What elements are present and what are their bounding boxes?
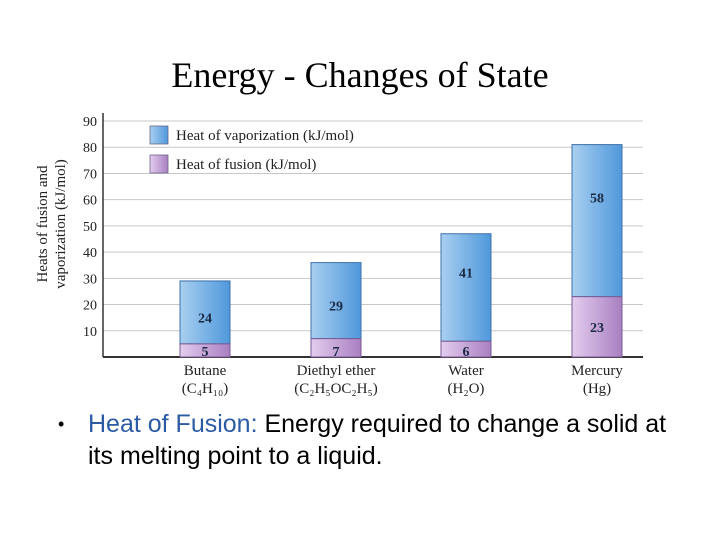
value-label-vaporization-diethyl-ether: 29 [329, 300, 343, 315]
y-tick-label-90: 90 [83, 115, 97, 130]
category-formula-water: (H₂O) [448, 381, 485, 397]
y-tick-label-20: 20 [83, 299, 97, 314]
value-label-vaporization-water: 41 [459, 267, 473, 282]
bullet-term: Heat of Fusion: [88, 410, 258, 438]
value-label-vaporization-butane: 24 [198, 311, 212, 326]
value-label-fusion-diethyl-ether: 7 [333, 345, 340, 360]
bar-vaporization-diethyl-ether [310, 262, 362, 340]
y-tick-label-40: 40 [83, 246, 97, 261]
legend-vaporization-swatch [149, 125, 169, 145]
category-formula-butane: (C₄H₁₀) [182, 381, 229, 397]
value-label-vaporization-mercury: 58 [590, 192, 604, 207]
category-label-diethyl-ether: Diethyl ether [297, 363, 376, 379]
y-tick-label-30: 30 [83, 272, 97, 287]
category-label-butane: Butane [184, 363, 227, 379]
y-tick-label-80: 80 [83, 141, 97, 156]
bullet-definition: Energy required to change a solid at its… [88, 410, 667, 470]
legend-fusion-label: Heat of fusion (kJ/mol) [176, 157, 316, 173]
bullet-point: • Heat of Fusion: Energy required to cha… [58, 408, 698, 472]
bullet-marker: • [58, 414, 65, 434]
category-label-mercury: Mercury [571, 363, 623, 379]
y-axis-label-line-1: Heats of fusion and [35, 165, 51, 283]
bullet-text: Heat of Fusion: Energy required to chang… [58, 408, 698, 472]
y-tick-label-70: 70 [83, 167, 97, 182]
category-formula-diethyl-ether: (C₂H₅OC₂H₅) [294, 381, 377, 397]
bar-fusion-water [440, 340, 492, 358]
slide-title: Energy - Changes of State [171, 55, 549, 95]
value-label-fusion-water: 6 [463, 345, 470, 360]
y-tick-label-50: 50 [83, 220, 97, 235]
bar-fusion-mercury [571, 296, 623, 358]
bar-fusion-diethyl-ether [310, 338, 362, 358]
value-label-fusion-butane: 5 [202, 345, 209, 360]
y-tick-label-60: 60 [83, 194, 97, 209]
bar-chart: 10 20 30 40 50 60 70 80 90 Heats of fusion and vap… [35, 113, 643, 397]
y-tick-label-10: 10 [83, 325, 97, 340]
bar-vaporization-butane [179, 280, 231, 345]
y-axis-label-line-2: vaporization (kJ/mol) [53, 159, 69, 289]
bar-vaporization-water [440, 233, 492, 342]
bar-vaporization-mercury [571, 144, 623, 298]
category-label-water: Water [448, 363, 483, 379]
legend-fusion-swatch [149, 154, 169, 174]
value-label-fusion-mercury: 23 [590, 321, 604, 336]
bar-fusion-butane [179, 343, 231, 358]
category-formula-mercury: (Hg) [583, 381, 611, 397]
legend-vaporization-label: Heat of vaporization (kJ/mol) [176, 128, 354, 144]
